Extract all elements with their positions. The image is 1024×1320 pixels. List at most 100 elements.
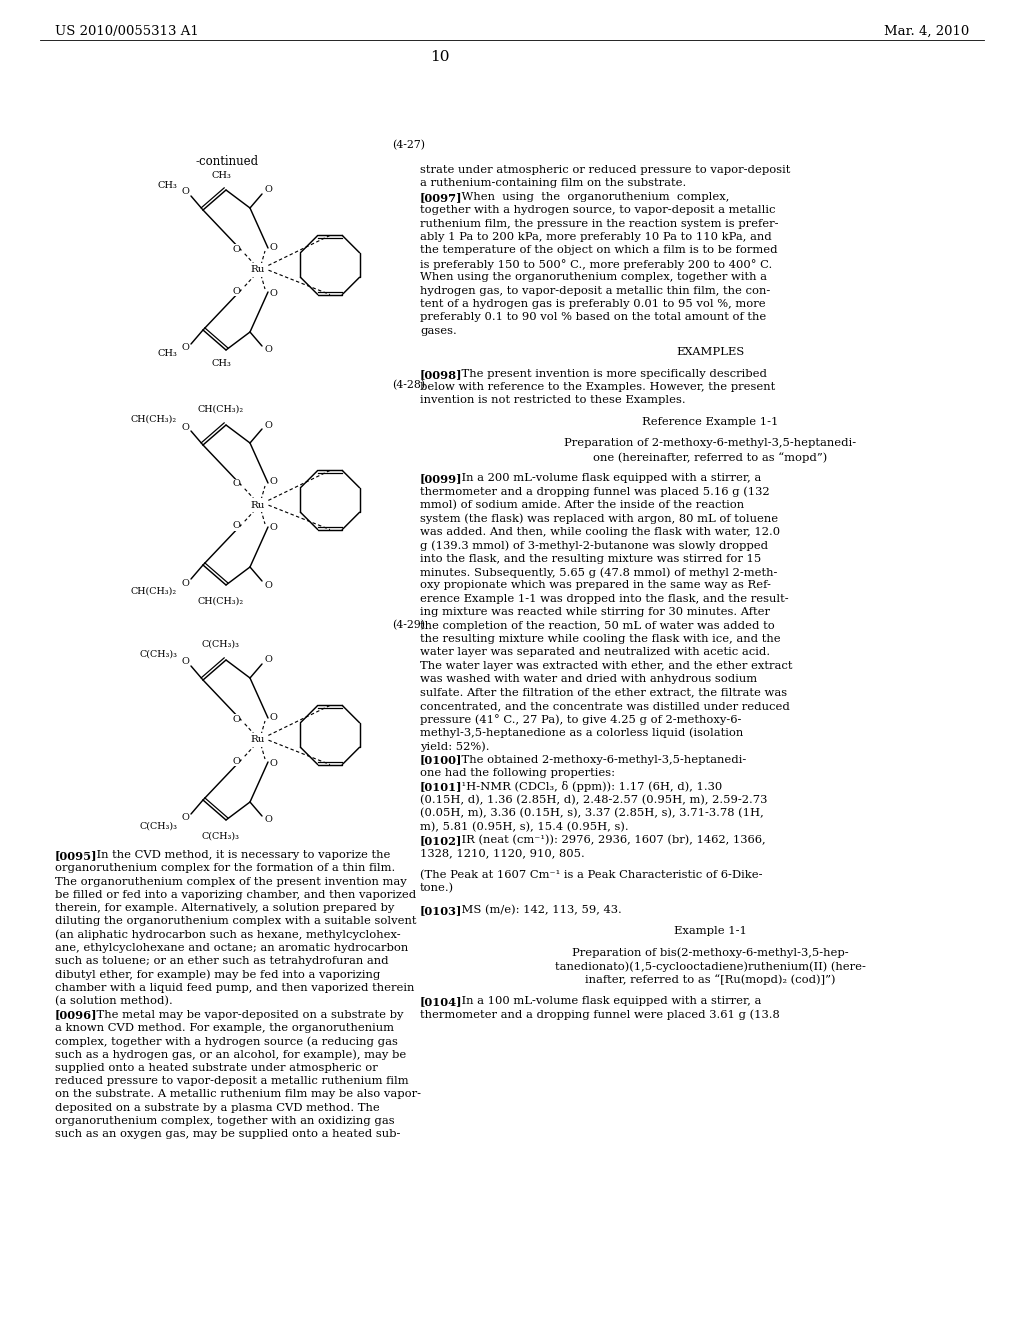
Text: erence Example 1-1 was dropped into the flask, and the result-: erence Example 1-1 was dropped into the … xyxy=(420,594,788,603)
Text: on the substrate. A metallic ruthenium film may be also vapor-: on the substrate. A metallic ruthenium f… xyxy=(55,1089,421,1100)
Text: When  using  the  organoruthenium  complex,: When using the organoruthenium complex, xyxy=(447,191,729,202)
Text: MS (m/e): 142, 113, 59, 43.: MS (m/e): 142, 113, 59, 43. xyxy=(447,904,622,915)
Text: The metal may be vapor-deposited on a substrate by: The metal may be vapor-deposited on a su… xyxy=(82,1010,403,1019)
Text: C(CH₃)₃: C(CH₃)₃ xyxy=(139,821,177,830)
Text: O: O xyxy=(232,756,240,766)
Text: [0099]: [0099] xyxy=(420,473,463,484)
Text: thermometer and a dropping funnel were placed 3.61 g (13.8: thermometer and a dropping funnel were p… xyxy=(420,1010,779,1020)
Text: together with a hydrogen source, to vapor-deposit a metallic: together with a hydrogen source, to vapo… xyxy=(420,205,775,215)
Text: O: O xyxy=(269,524,276,532)
Text: strate under atmospheric or reduced pressure to vapor-deposit: strate under atmospheric or reduced pres… xyxy=(420,165,791,176)
Text: EXAMPLES: EXAMPLES xyxy=(676,347,744,358)
Text: O: O xyxy=(181,343,189,352)
Text: US 2010/0055313 A1: US 2010/0055313 A1 xyxy=(55,25,199,38)
Text: Preparation of bis(2-methoxy-6-methyl-3,5-hep-: Preparation of bis(2-methoxy-6-methyl-3,… xyxy=(571,948,848,958)
Text: yield: 52%).: yield: 52%). xyxy=(420,742,489,752)
Text: Mar. 4, 2010: Mar. 4, 2010 xyxy=(884,25,969,38)
Text: O: O xyxy=(181,657,189,667)
Text: tent of a hydrogen gas is preferably 0.01 to 95 vol %, more: tent of a hydrogen gas is preferably 0.0… xyxy=(420,300,766,309)
Text: O: O xyxy=(232,286,240,296)
Text: ruthenium film, the pressure in the reaction system is prefer-: ruthenium film, the pressure in the reac… xyxy=(420,219,778,228)
Text: O: O xyxy=(181,578,189,587)
Text: dibutyl ether, for example) may be fed into a vaporizing: dibutyl ether, for example) may be fed i… xyxy=(55,970,380,981)
Text: 10: 10 xyxy=(430,50,450,63)
Text: such as an oxygen gas, may be supplied onto a heated sub-: such as an oxygen gas, may be supplied o… xyxy=(55,1130,400,1139)
Text: When using the organoruthenium complex, together with a: When using the organoruthenium complex, … xyxy=(420,272,767,282)
Text: sulfate. After the filtration of the ether extract, the filtrate was: sulfate. After the filtration of the eth… xyxy=(420,688,787,697)
Text: Reference Example 1-1: Reference Example 1-1 xyxy=(642,417,778,426)
Text: O: O xyxy=(264,581,272,590)
Text: tanedionato)(1,5-cyclooctadiene)ruthenium(II) (here-: tanedionato)(1,5-cyclooctadiene)rutheniu… xyxy=(555,961,865,972)
Text: the resulting mixture while cooling the flask with ice, and the: the resulting mixture while cooling the … xyxy=(420,634,780,644)
Text: g (139.3 mmol) of 3-methyl-2-butanone was slowly dropped: g (139.3 mmol) of 3-methyl-2-butanone wa… xyxy=(420,540,768,550)
Text: was washed with water and dried with anhydrous sodium: was washed with water and dried with anh… xyxy=(420,675,757,684)
Text: O: O xyxy=(269,478,276,487)
Text: ane, ethylcyclohexane and octane; an aromatic hydrocarbon: ane, ethylcyclohexane and octane; an aro… xyxy=(55,942,409,953)
Text: C(CH₃)₃: C(CH₃)₃ xyxy=(202,639,240,648)
Text: [0103]: [0103] xyxy=(420,904,463,916)
Text: O: O xyxy=(264,656,272,664)
Text: O: O xyxy=(232,714,240,723)
Text: CH(CH₃)₂: CH(CH₃)₂ xyxy=(131,414,177,424)
Text: pressure (41° C., 27 Pa), to give 4.25 g of 2-methoxy-6-: pressure (41° C., 27 Pa), to give 4.25 g… xyxy=(420,714,741,725)
Text: In a 200 mL-volume flask equipped with a stirrer, a: In a 200 mL-volume flask equipped with a… xyxy=(447,473,762,483)
Text: In the CVD method, it is necessary to vaporize the: In the CVD method, it is necessary to va… xyxy=(82,850,390,861)
Text: (The Peak at 1607 Cm⁻¹ is a Peak Characteristic of 6-Dike-: (The Peak at 1607 Cm⁻¹ is a Peak Charact… xyxy=(420,870,763,880)
Text: one (hereinafter, referred to as “mopd”): one (hereinafter, referred to as “mopd”) xyxy=(593,451,827,462)
Text: organoruthenium complex, together with an oxidizing gas: organoruthenium complex, together with a… xyxy=(55,1115,394,1126)
Text: [0096]: [0096] xyxy=(55,1010,97,1020)
Text: m), 5.81 (0.95H, s), 15.4 (0.95H, s).: m), 5.81 (0.95H, s), 15.4 (0.95H, s). xyxy=(420,821,629,832)
Text: In a 100 mL-volume flask equipped with a stirrer, a: In a 100 mL-volume flask equipped with a… xyxy=(447,995,762,1006)
Text: oxy propionate which was prepared in the same way as Ref-: oxy propionate which was prepared in the… xyxy=(420,581,771,590)
Text: CH(CH₃)₂: CH(CH₃)₂ xyxy=(131,586,177,595)
Text: such as toluene; or an ether such as tetrahydrofuran and: such as toluene; or an ether such as tet… xyxy=(55,957,389,966)
Text: O: O xyxy=(269,713,276,722)
Text: O: O xyxy=(181,422,189,432)
Text: -continued: -continued xyxy=(195,154,258,168)
Text: ing mixture was reacted while stirring for 30 minutes. After: ing mixture was reacted while stirring f… xyxy=(420,607,770,618)
Text: O: O xyxy=(264,816,272,825)
Text: ¹H-NMR (CDCl₃, δ (ppm)): 1.17 (6H, d), 1.30: ¹H-NMR (CDCl₃, δ (ppm)): 1.17 (6H, d), 1… xyxy=(447,781,722,792)
Text: CH₃: CH₃ xyxy=(211,172,231,181)
Text: into the flask, and the resulting mixture was stirred for 15: into the flask, and the resulting mixtur… xyxy=(420,553,761,564)
Text: thermometer and a dropping funnel was placed 5.16 g (132: thermometer and a dropping funnel was pl… xyxy=(420,487,770,498)
Text: methyl-3,5-heptanedione as a colorless liquid (isolation: methyl-3,5-heptanedione as a colorless l… xyxy=(420,727,743,738)
Text: (4-28): (4-28) xyxy=(392,380,425,391)
Text: O: O xyxy=(269,759,276,767)
Text: hydrogen gas, to vapor-deposit a metallic thin film, the con-: hydrogen gas, to vapor-deposit a metalli… xyxy=(420,285,770,296)
Text: [0101]: [0101] xyxy=(420,781,463,792)
Text: a known CVD method. For example, the organoruthenium: a known CVD method. For example, the org… xyxy=(55,1023,394,1034)
Text: Ru: Ru xyxy=(251,265,265,275)
Text: [0100]: [0100] xyxy=(420,755,463,766)
Text: such as a hydrogen gas, or an alcohol, for example), may be: such as a hydrogen gas, or an alcohol, f… xyxy=(55,1049,407,1060)
Text: O: O xyxy=(232,244,240,253)
Text: complex, together with a hydrogen source (a reducing gas: complex, together with a hydrogen source… xyxy=(55,1036,398,1047)
Text: concentrated, and the concentrate was distilled under reduced: concentrated, and the concentrate was di… xyxy=(420,701,790,711)
Text: IR (neat (cm⁻¹)): 2976, 2936, 1607 (br), 1462, 1366,: IR (neat (cm⁻¹)): 2976, 2936, 1607 (br),… xyxy=(447,836,766,845)
Text: [0104]: [0104] xyxy=(420,995,463,1007)
Text: the completion of the reaction, 50 mL of water was added to: the completion of the reaction, 50 mL of… xyxy=(420,620,775,631)
Text: was added. And then, while cooling the flask with water, 12.0: was added. And then, while cooling the f… xyxy=(420,527,780,537)
Text: system (the flask) was replaced with argon, 80 mL of toluene: system (the flask) was replaced with arg… xyxy=(420,513,778,524)
Text: reduced pressure to vapor-deposit a metallic ruthenium film: reduced pressure to vapor-deposit a meta… xyxy=(55,1076,409,1086)
Text: The present invention is more specifically described: The present invention is more specifical… xyxy=(447,368,767,379)
Text: C(CH₃)₃: C(CH₃)₃ xyxy=(139,649,177,659)
Text: supplied onto a heated substrate under atmospheric or: supplied onto a heated substrate under a… xyxy=(55,1063,378,1073)
Text: Ru: Ru xyxy=(251,735,265,744)
Text: deposited on a substrate by a plasma CVD method. The: deposited on a substrate by a plasma CVD… xyxy=(55,1102,380,1113)
Text: O: O xyxy=(181,813,189,822)
Text: (4-27): (4-27) xyxy=(392,140,425,150)
Text: (0.05H, m), 3.36 (0.15H, s), 3.37 (2.85H, s), 3.71-3.78 (1H,: (0.05H, m), 3.36 (0.15H, s), 3.37 (2.85H… xyxy=(420,808,764,818)
Text: gases.: gases. xyxy=(420,326,457,335)
Text: O: O xyxy=(264,346,272,355)
Text: a ruthenium-containing film on the substrate.: a ruthenium-containing film on the subst… xyxy=(420,178,686,189)
Text: O: O xyxy=(269,289,276,297)
Text: the temperature of the object on which a film is to be formed: the temperature of the object on which a… xyxy=(420,246,777,255)
Text: invention is not restricted to these Examples.: invention is not restricted to these Exa… xyxy=(420,396,686,405)
Text: CH(CH₃)₂: CH(CH₃)₂ xyxy=(198,404,244,413)
Text: one had the following properties:: one had the following properties: xyxy=(420,768,615,777)
Text: inafter, referred to as “[Ru(mopd)₂ (cod)]”): inafter, referred to as “[Ru(mopd)₂ (cod… xyxy=(585,974,836,985)
Text: CH₃: CH₃ xyxy=(157,350,177,359)
Text: C(CH₃)₃: C(CH₃)₃ xyxy=(202,832,240,841)
Text: (a solution method).: (a solution method). xyxy=(55,997,173,1007)
